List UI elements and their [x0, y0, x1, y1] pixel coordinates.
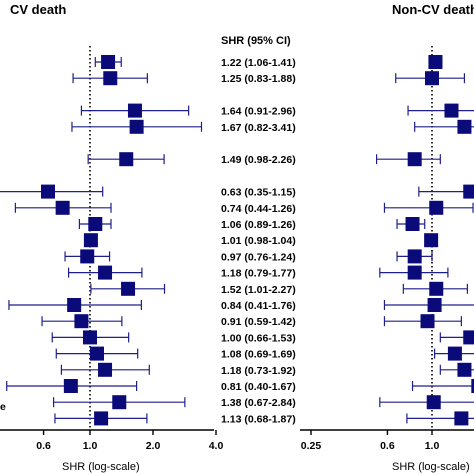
point-estimate-square [444, 103, 459, 118]
shr-ci-value: 1.01 (0.98-1.04) [221, 235, 296, 247]
point-estimate-square [127, 103, 142, 118]
shr-ci-value: 1.22 (1.06-1.41) [221, 57, 296, 69]
shr-ci-value: 1.06 (0.89-1.26) [221, 219, 296, 231]
x-tick-label: 0.6 [380, 440, 395, 452]
point-estimate-square [407, 265, 422, 280]
point-estimate-square [74, 314, 89, 329]
point-estimate-square [407, 249, 422, 264]
shr-ci-value: 1.25 (0.83-1.88) [221, 73, 296, 85]
point-estimate-square [55, 200, 70, 215]
point-estimate-square [98, 265, 113, 280]
shr-ci-value: 0.91 (0.59-1.42) [221, 316, 296, 328]
point-estimate-square [41, 184, 56, 199]
point-estimate-square [121, 281, 136, 296]
x-tick-label: 1.0 [425, 440, 440, 452]
x-tick-label: 0.25 [301, 440, 322, 452]
point-estimate-square [426, 395, 441, 410]
point-estimate-square [447, 346, 462, 361]
point-estimate-square [407, 152, 422, 167]
x-tick-label: 0.6 [36, 440, 51, 452]
point-estimate-square [457, 119, 472, 134]
shr-ci-value: 0.97 (0.76-1.24) [221, 251, 296, 263]
point-estimate-square [129, 119, 144, 134]
point-estimate-square [88, 217, 103, 231]
non-cv-death-title: Non-CV death [392, 2, 474, 17]
point-estimate-square [463, 184, 474, 199]
shr-ci-value: 0.74 (0.44-1.26) [221, 203, 296, 215]
point-estimate-square [80, 249, 95, 264]
x-tick-label: 2.0 [146, 440, 161, 452]
point-estimate-square [405, 217, 420, 231]
cv-death-value-labels: 1.22 (1.06-1.41) 1.25 (0.83-1.88) 1.64 (0.… [221, 57, 296, 425]
point-estimate-square [89, 346, 104, 361]
truncated-row-label: e [0, 401, 6, 413]
shr-ci-value: 1.64 (0.91-2.96) [221, 106, 296, 118]
point-estimate-square [67, 298, 82, 312]
point-estimate-square [425, 71, 439, 86]
point-estimate-square [428, 55, 443, 69]
non-cv-death-panel: Non-CV death 0.25 0.6 1.0 SHR (log-scale) [300, 2, 474, 473]
cv-death-marks [0, 46, 203, 430]
point-estimate-square [112, 395, 127, 410]
shr-ci-value: 0.81 (0.40-1.67) [221, 381, 296, 393]
shr-ci-value: 1.00 (0.66-1.53) [221, 332, 296, 344]
point-estimate-square [471, 379, 474, 393]
point-estimate-square [63, 379, 78, 393]
x-tick-label: 1.0 [83, 440, 98, 452]
shr-ci-value: 1.38 (0.67-2.84) [221, 397, 296, 409]
cv-death-x-axis: 0.6 1.0 2.0 4.0 [0, 429, 224, 452]
point-estimate-square [427, 298, 442, 312]
shr-ci-value: 0.84 (0.41-1.76) [221, 300, 296, 312]
point-estimate-square [94, 411, 109, 426]
shr-ci-value: 1.18 (0.73-1.92) [221, 365, 296, 377]
shr-ci-value: 1.13 (0.68-1.87) [221, 413, 296, 425]
point-estimate-square [457, 362, 472, 377]
point-estimate-square [83, 330, 97, 345]
point-estimate-square [424, 233, 439, 248]
point-estimate-square [83, 233, 98, 248]
shr-ci-value: 1.18 (0.79-1.77) [221, 268, 296, 280]
point-estimate-square [101, 55, 116, 69]
point-estimate-square [463, 330, 474, 345]
cv-death-title: CV death [10, 2, 66, 17]
point-estimate-square [119, 152, 134, 167]
non-cv-death-marks [375, 46, 474, 430]
point-estimate-square [454, 411, 469, 426]
x-tick-label: 4.0 [209, 440, 224, 452]
shr-ci-column-header: SHR (95% CI) [221, 35, 291, 47]
shr-ci-value: 1.67 (0.82-3.41) [221, 122, 296, 134]
cv-death-panel: CV death SHR (95% CI) e 1.22 (1.06-1.41)… [0, 2, 296, 473]
cv-death-x-axis-label: SHR (log-scale) [62, 461, 140, 473]
non-cv-death-x-axis: 0.25 0.6 1.0 [300, 429, 474, 452]
point-estimate-square [429, 281, 444, 296]
point-estimate-square [98, 362, 113, 377]
point-estimate-square [420, 314, 435, 329]
non-cv-death-x-axis-label: SHR (log-scale) [392, 461, 470, 473]
shr-ci-value: 1.49 (0.98-2.26) [221, 154, 296, 166]
shr-ci-value: 1.52 (1.01-2.27) [221, 284, 296, 296]
shr-ci-value: 0.63 (0.35-1.15) [221, 187, 296, 199]
point-estimate-square [429, 200, 444, 215]
shr-ci-value: 1.08 (0.69-1.69) [221, 349, 296, 361]
point-estimate-square [103, 71, 118, 86]
